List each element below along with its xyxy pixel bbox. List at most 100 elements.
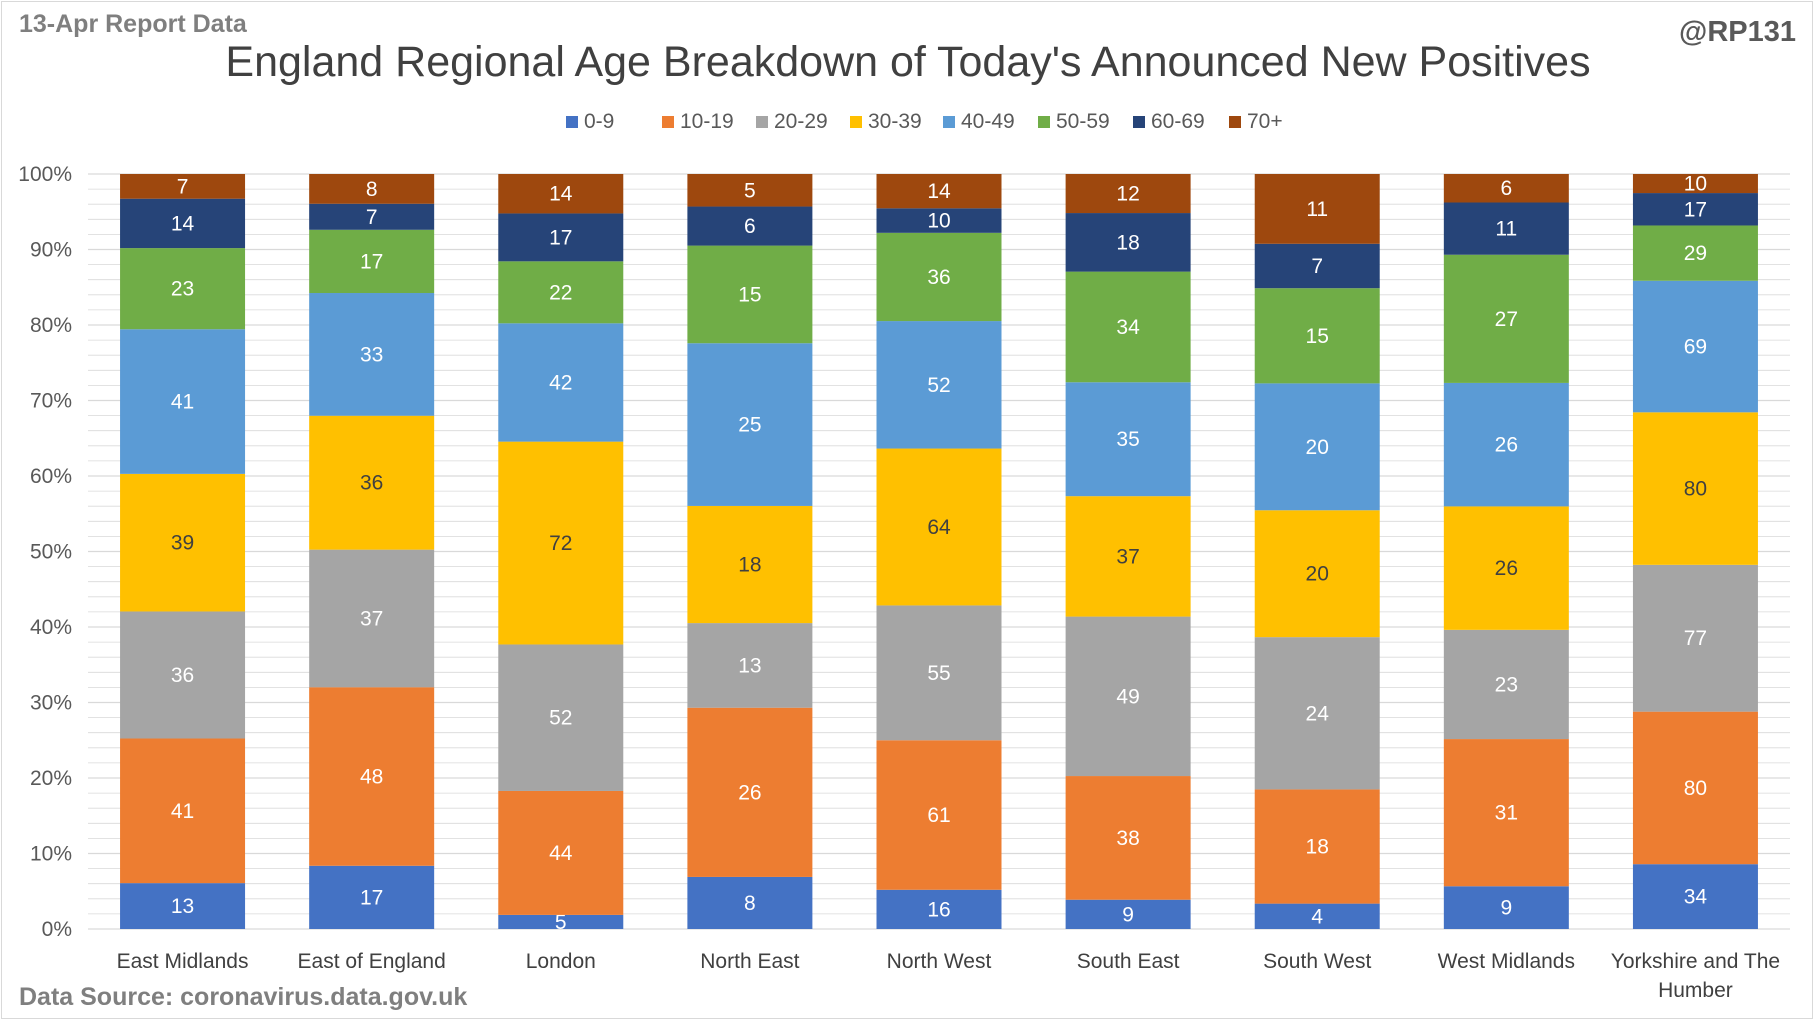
bar-segment-10-19	[498, 790, 624, 915]
bar-segment-30-39	[120, 473, 246, 612]
bars: 1341363941231471748373633177854452724222…	[120, 173, 1758, 934]
bar-segment-50-59	[1065, 271, 1191, 383]
data-label: 6	[1500, 177, 1512, 200]
data-label: 6	[744, 215, 756, 238]
bar-segment-70+	[1065, 174, 1191, 214]
data-label: 23	[1495, 673, 1518, 696]
bar-segment-70+	[120, 174, 246, 199]
bar-segment-60-69	[309, 203, 435, 230]
bar-segment-0-9	[309, 865, 435, 929]
legend-swatch	[756, 116, 768, 128]
data-label: 25	[738, 414, 761, 437]
x-tick-label: Yorkshire and The Humber	[1611, 950, 1780, 1002]
bar-segment-70+	[1632, 174, 1758, 194]
data-label: 17	[360, 250, 383, 273]
legend-label: 0-9	[584, 110, 614, 133]
x-tick-label: North East	[700, 950, 799, 973]
legend-swatch	[662, 116, 674, 128]
data-label: 5	[744, 179, 756, 202]
chart-title: England Regional Age Breakdown of Today'…	[225, 38, 1591, 86]
data-label: 27	[1495, 308, 1518, 331]
bar-segment-30-39	[309, 415, 435, 550]
bar-segment-20-29	[1632, 564, 1758, 712]
data-label: 36	[927, 266, 950, 289]
data-label: 13	[738, 654, 761, 677]
bar-segment-50-59	[1443, 254, 1569, 383]
data-label: 36	[360, 472, 383, 495]
data-label: 26	[738, 781, 761, 804]
bar-segment-0-9	[1254, 903, 1380, 929]
x-tick-label: West Midlands	[1438, 950, 1575, 973]
data-label: 14	[171, 212, 195, 235]
y-tick-label: 100%	[18, 163, 72, 186]
legend-label: 60-69	[1151, 110, 1205, 133]
data-label: 42	[549, 371, 572, 394]
x-tick-label: London	[526, 950, 596, 973]
bar-segment-60-69	[498, 213, 624, 262]
bar-segment-50-59	[876, 232, 1002, 322]
data-label: 29	[1684, 242, 1707, 265]
y-tick-label: 50%	[30, 541, 72, 564]
author-handle: @RP131	[1679, 16, 1796, 48]
data-label: 38	[1116, 827, 1139, 850]
data-label: 20	[1306, 563, 1329, 586]
bar-segment-20-29	[309, 549, 435, 688]
bar-segment-50-59	[309, 229, 435, 294]
bar-segment-30-39	[498, 441, 624, 645]
bar-segment-20-29	[1443, 629, 1569, 740]
data-label: 15	[1306, 325, 1329, 348]
data-label: 10	[927, 210, 950, 233]
bar-segment-10-19	[1065, 776, 1191, 900]
bar-segment-40-49	[1065, 382, 1191, 497]
bar-segment-30-39	[876, 448, 1002, 606]
bar-segment-40-49	[498, 323, 624, 442]
bar-segment-10-19	[876, 740, 1002, 890]
bar-segment-0-9	[1065, 899, 1191, 929]
bar-segment-40-49	[1254, 383, 1380, 511]
data-label: 7	[177, 175, 189, 198]
bar-segment-60-69	[1632, 193, 1758, 226]
bar-segment-0-9	[1443, 886, 1569, 929]
data-label: 14	[549, 183, 573, 206]
bar-segment-60-69	[1254, 243, 1380, 289]
x-tick-label: South East	[1077, 950, 1180, 973]
bar-segment-30-39	[1254, 510, 1380, 638]
data-label: 17	[360, 886, 383, 909]
bar-segment-70+	[876, 174, 1002, 209]
data-label: 52	[549, 707, 572, 730]
legend-label: 40-49	[961, 110, 1015, 133]
data-label: 35	[1116, 428, 1139, 451]
data-label: 61	[927, 804, 950, 827]
legend-label: 10-19	[680, 110, 734, 133]
bar-segment-10-19	[1632, 711, 1758, 865]
data-label: 7	[366, 206, 378, 229]
y-tick-label: 10%	[30, 843, 72, 866]
legend-label: 30-39	[868, 110, 922, 133]
legend-swatch	[566, 116, 578, 128]
data-label: 10	[1684, 173, 1707, 196]
bar-segment-10-19	[120, 738, 246, 884]
data-label: 33	[360, 343, 383, 366]
bar-segment-0-9	[120, 883, 246, 929]
data-label: 4	[1311, 905, 1323, 928]
data-label: 44	[549, 842, 573, 865]
bar-segment-10-19	[309, 687, 435, 866]
x-axis: East Midlands East of England London North …	[117, 950, 1780, 1002]
bar-segment-40-49	[120, 329, 246, 474]
y-tick-label: 90%	[30, 239, 72, 262]
bar-segment-60-69	[1443, 202, 1569, 255]
legend-swatch	[1133, 116, 1145, 128]
legend-swatch	[1038, 116, 1050, 128]
data-label: 14	[927, 180, 951, 203]
data-label: 34	[1116, 316, 1140, 339]
x-tick-label: East Midlands	[117, 950, 249, 973]
data-label: 39	[171, 532, 194, 555]
bar-segment-20-29	[876, 605, 1002, 741]
bar-segment-50-59	[1632, 225, 1758, 281]
bar-segment-20-29	[498, 644, 624, 791]
bar-segment-60-69	[687, 206, 813, 246]
bar-segment-60-69	[1065, 213, 1191, 272]
data-label: 9	[1122, 903, 1134, 926]
